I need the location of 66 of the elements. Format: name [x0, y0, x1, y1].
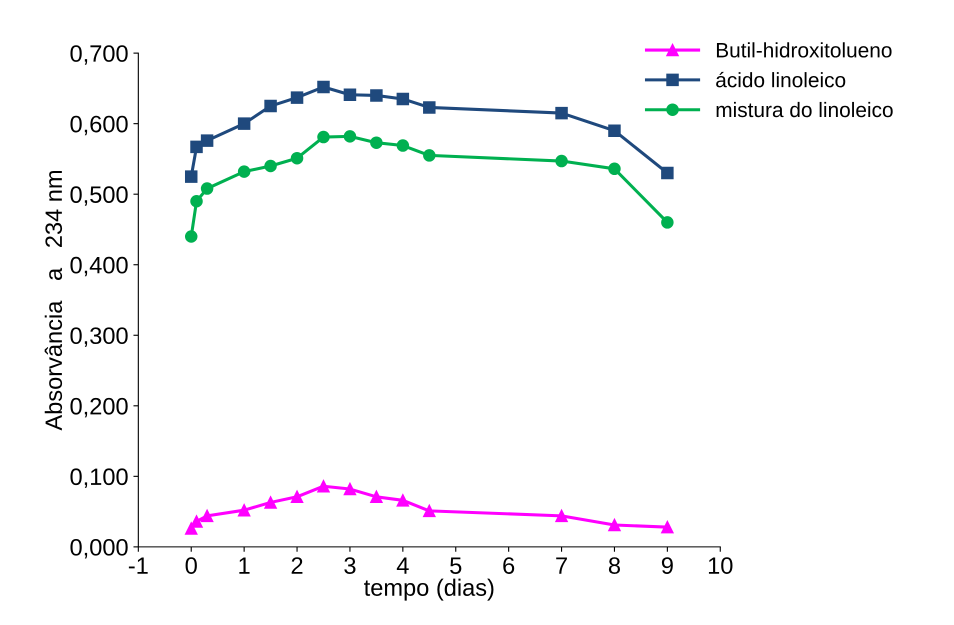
point — [184, 230, 198, 243]
point — [238, 117, 250, 130]
point — [264, 496, 277, 509]
point — [396, 494, 410, 507]
point — [290, 152, 304, 164]
point — [238, 165, 250, 178]
point — [344, 482, 356, 496]
legend-label: mistura do linoleico — [716, 102, 893, 118]
point — [317, 80, 330, 94]
point — [200, 510, 214, 522]
y-tick-label: 0,400 — [70, 256, 128, 276]
legend-label: Butil-hidroxitolueno — [716, 42, 892, 58]
point — [344, 130, 356, 143]
point — [661, 166, 674, 180]
y-axis-title: Absorvância a 234 nm — [44, 170, 62, 431]
y-tick-label: 0,700 — [70, 45, 128, 65]
y-tick-label: 0,600 — [70, 116, 128, 136]
point — [290, 91, 304, 104]
point — [423, 101, 436, 114]
point — [370, 490, 383, 504]
x-tick-label: 5 — [450, 557, 462, 574]
point — [317, 130, 330, 144]
point — [200, 134, 214, 147]
point — [608, 124, 621, 137]
point — [370, 136, 383, 149]
y-tick-label: 0,500 — [70, 186, 128, 206]
point — [555, 154, 568, 168]
point — [344, 88, 356, 101]
x-tick-label: -1 — [128, 557, 148, 574]
point — [264, 160, 277, 172]
x-axis-title: tempo (dias) — [364, 578, 494, 601]
point — [238, 504, 250, 516]
point — [190, 195, 203, 208]
point — [184, 522, 198, 535]
x-tick-label: 0 — [186, 557, 197, 574]
x-tick-label: 2 — [292, 557, 302, 574]
point — [661, 216, 674, 229]
x-tick-label: 3 — [344, 557, 356, 574]
point — [423, 504, 436, 518]
x-tick-label: 7 — [556, 557, 567, 574]
point — [396, 92, 410, 106]
y-tick-label: 0,100 — [70, 468, 128, 488]
y-tick-label: 0,300 — [70, 327, 128, 347]
x-tick-label: 4 — [396, 557, 409, 574]
point — [200, 182, 214, 195]
point — [608, 518, 621, 532]
x-tick-label: 10 — [708, 557, 732, 574]
point — [423, 149, 436, 162]
point — [608, 162, 621, 176]
y-tick-label: 0,000 — [70, 538, 128, 558]
point — [184, 170, 198, 183]
point — [661, 520, 674, 534]
point — [555, 106, 568, 120]
x-tick-label: 6 — [503, 557, 514, 574]
point — [264, 100, 277, 112]
x-tick-label: 9 — [662, 557, 673, 574]
legend-label: ácido linoleico — [716, 72, 846, 88]
point — [555, 510, 568, 522]
point — [396, 139, 410, 152]
point — [370, 89, 383, 102]
x-tick-label: 8 — [608, 557, 620, 574]
point — [317, 480, 330, 492]
y-tick-label: 0,200 — [70, 398, 128, 418]
point — [290, 490, 304, 504]
x-tick-label: 1 — [239, 557, 250, 574]
point — [190, 140, 203, 154]
